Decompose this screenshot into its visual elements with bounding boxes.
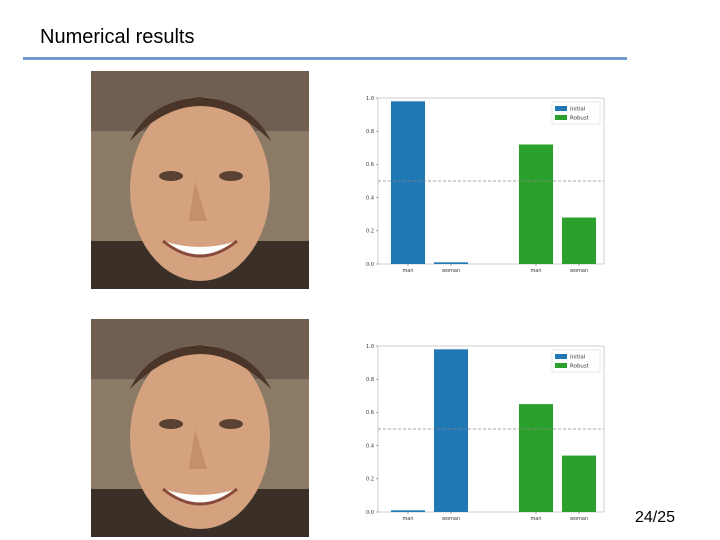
legend-swatch-robust bbox=[555, 115, 567, 120]
x-tick-label: man bbox=[530, 516, 541, 522]
bar-initial-woman bbox=[434, 349, 468, 512]
x-tick-label: woman bbox=[442, 268, 460, 274]
x-tick-label: man bbox=[402, 516, 413, 522]
bar-initial-man bbox=[391, 101, 425, 264]
face-photo-top bbox=[91, 71, 309, 289]
x-tick-label: man bbox=[530, 268, 541, 274]
y-tick-label: 0.6 bbox=[366, 410, 374, 416]
bar-chart-svg: 0.0 0.2 0.4 0.6 0.8 1.0 man woman man woman Initia… bbox=[366, 96, 605, 274]
x-tick-label: man bbox=[402, 268, 413, 274]
y-tick-label: 0.0 bbox=[366, 510, 374, 516]
face-photo-icon bbox=[91, 319, 309, 537]
slide-title: Numerical results bbox=[40, 26, 195, 48]
x-tick-label: woman bbox=[570, 516, 588, 522]
y-tick-label: 0.6 bbox=[366, 162, 374, 168]
face-photo-icon bbox=[91, 71, 309, 289]
bar-robust-woman bbox=[562, 217, 596, 264]
y-tick-label: 0.2 bbox=[366, 229, 374, 235]
legend-swatch-robust bbox=[555, 363, 567, 368]
bar-robust-man bbox=[519, 144, 553, 264]
bar-robust-man bbox=[519, 404, 553, 512]
y-tick-label: 0.0 bbox=[366, 262, 374, 268]
legend-label: Initial bbox=[570, 107, 586, 113]
bar-robust-woman bbox=[562, 455, 596, 512]
legend-swatch-initial bbox=[555, 354, 567, 359]
title-rule bbox=[23, 57, 627, 60]
legend-label: Initial bbox=[570, 355, 586, 361]
bar-initial-man bbox=[391, 510, 425, 512]
y-tick-label: 0.8 bbox=[366, 129, 374, 135]
face-photo-bottom bbox=[91, 319, 309, 537]
bar-chart-svg: 0.0 0.2 0.4 0.6 0.8 1.0 man woman man woman Initia… bbox=[366, 344, 605, 522]
legend-label: Robust bbox=[570, 116, 590, 122]
bar-chart-bottom: 0.0 0.2 0.4 0.6 0.8 1.0 man woman man woman Initia… bbox=[356, 342, 610, 526]
y-tick-label: 0.8 bbox=[366, 377, 374, 383]
page-number: 24/25 bbox=[635, 509, 676, 526]
y-tick-label: 0.4 bbox=[366, 443, 374, 449]
y-tick-label: 1.0 bbox=[366, 344, 374, 350]
legend-label: Robust bbox=[570, 364, 590, 370]
legend-swatch-initial bbox=[555, 106, 567, 111]
x-tick-label: woman bbox=[570, 268, 588, 274]
y-tick-label: 0.4 bbox=[366, 195, 374, 201]
y-tick-label: 0.2 bbox=[366, 477, 374, 483]
bar-chart-top: 0.0 0.2 0.4 0.6 0.8 1.0 man woman man woman Initia… bbox=[356, 94, 610, 278]
y-tick-label: 1.0 bbox=[366, 96, 374, 102]
bar-initial-woman bbox=[434, 262, 468, 264]
x-tick-label: woman bbox=[442, 516, 460, 522]
